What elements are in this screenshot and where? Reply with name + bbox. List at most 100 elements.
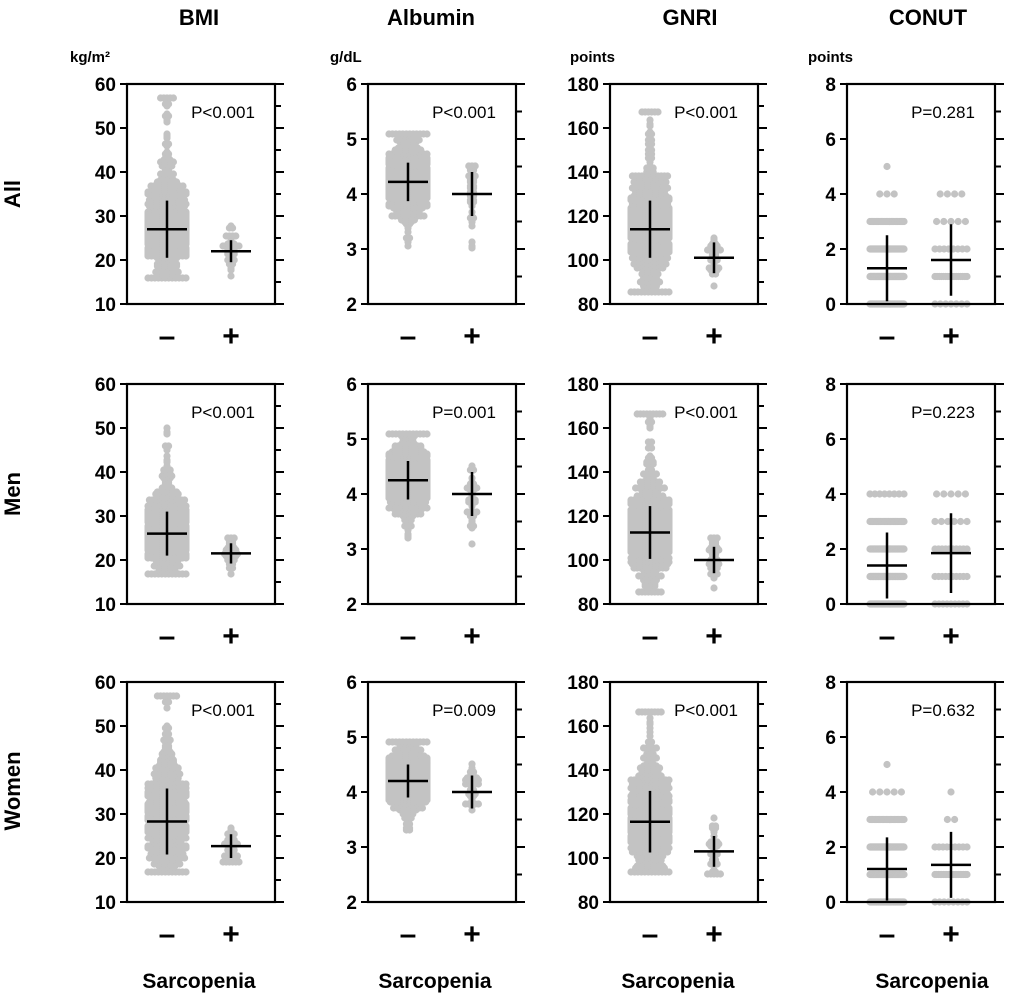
data-point [163, 148, 171, 156]
y-tick-label: 40 [95, 761, 116, 782]
x-axis-label-albumin: Sarcopenia [378, 970, 492, 993]
data-point [182, 570, 190, 578]
data-point [657, 588, 665, 596]
unit-label-albumin: g/dL [330, 49, 362, 66]
p-value: P<0.001 [674, 103, 738, 122]
p-value: P<0.001 [674, 403, 738, 422]
y-tick-label: 20 [95, 251, 116, 272]
data-point [900, 490, 908, 498]
data-point [900, 572, 908, 581]
data-point [890, 190, 898, 198]
data-point [710, 584, 718, 592]
group-label: – [879, 320, 896, 353]
data-point [163, 110, 171, 118]
data-point [654, 108, 662, 116]
data-point [182, 188, 190, 196]
data-point [646, 128, 654, 136]
data-point [940, 490, 948, 498]
data-point [423, 430, 431, 438]
y-tick-label: 60 [95, 673, 116, 694]
data-point [423, 150, 431, 158]
y-tick-label: 30 [95, 805, 116, 826]
data-point [646, 452, 654, 460]
data-point [963, 272, 971, 281]
group-label: + [942, 320, 960, 353]
data-point [664, 254, 672, 262]
column-title-bmi: BMI [179, 5, 219, 30]
y-tick-label: 50 [95, 419, 116, 440]
y-tick-label: 180 [567, 75, 599, 96]
y-tick-label: 40 [95, 163, 116, 184]
data-point [163, 452, 171, 460]
data-point [163, 722, 171, 730]
data-point [883, 190, 891, 198]
group-label: + [222, 918, 240, 951]
data-point [900, 245, 908, 253]
y-tick-label: 5 [346, 430, 357, 451]
y-tick-label: 2 [825, 540, 836, 561]
data-point [900, 217, 908, 226]
data-point [227, 824, 235, 832]
data-point [471, 162, 479, 170]
data-point [232, 232, 240, 240]
data-point [957, 517, 965, 526]
group-label: – [400, 620, 417, 653]
data-point [665, 288, 673, 296]
group-label: + [222, 320, 240, 353]
data-point [961, 217, 970, 226]
data-point [169, 94, 177, 102]
data-point [947, 490, 955, 498]
data-point [165, 140, 173, 148]
y-tick-label: 120 [567, 507, 599, 528]
row-title-all: All [0, 180, 25, 208]
data-point [947, 217, 955, 226]
data-point [713, 534, 721, 542]
y-tick-label: 3 [346, 240, 357, 261]
y-tick-label: 4 [346, 185, 357, 206]
data-point [937, 517, 946, 526]
row-title-men: Men [0, 472, 25, 516]
group-label: + [222, 620, 240, 653]
group-label: + [705, 320, 723, 353]
unit-label-conut: points [808, 49, 853, 66]
data-point [933, 490, 941, 498]
y-tick-label: 100 [567, 251, 599, 272]
data-point [163, 130, 171, 138]
y-tick-label: 4 [825, 485, 836, 506]
data-point [958, 190, 966, 198]
data-point [954, 490, 962, 498]
x-axis-label-conut: Sarcopenia [875, 970, 989, 993]
data-point [951, 190, 959, 198]
y-tick-label: 8 [825, 75, 836, 96]
data-point [182, 868, 190, 876]
data-point [657, 572, 665, 580]
data-point [182, 274, 190, 282]
y-tick-label: 10 [95, 595, 116, 616]
data-point [648, 438, 656, 446]
data-point [227, 570, 235, 578]
data-point [963, 572, 971, 581]
y-tick-label: 3 [346, 540, 357, 561]
y-tick-label: 40 [95, 463, 116, 484]
data-point [227, 222, 235, 230]
group-label: – [159, 320, 176, 353]
data-point [417, 442, 425, 450]
y-tick-label: 100 [567, 551, 599, 572]
data-point [883, 162, 891, 171]
y-tick-label: 6 [825, 130, 836, 151]
data-point [900, 545, 908, 553]
y-tick-label: 0 [825, 295, 836, 316]
y-tick-label: 120 [567, 207, 599, 228]
data-point [963, 517, 971, 526]
group-label: – [879, 620, 896, 653]
row-title-women: Women [0, 751, 25, 830]
column-title-conut: CONUT [889, 5, 968, 30]
y-tick-label: 2 [825, 240, 836, 261]
y-tick-label: 140 [567, 163, 599, 184]
data-point [961, 490, 970, 498]
